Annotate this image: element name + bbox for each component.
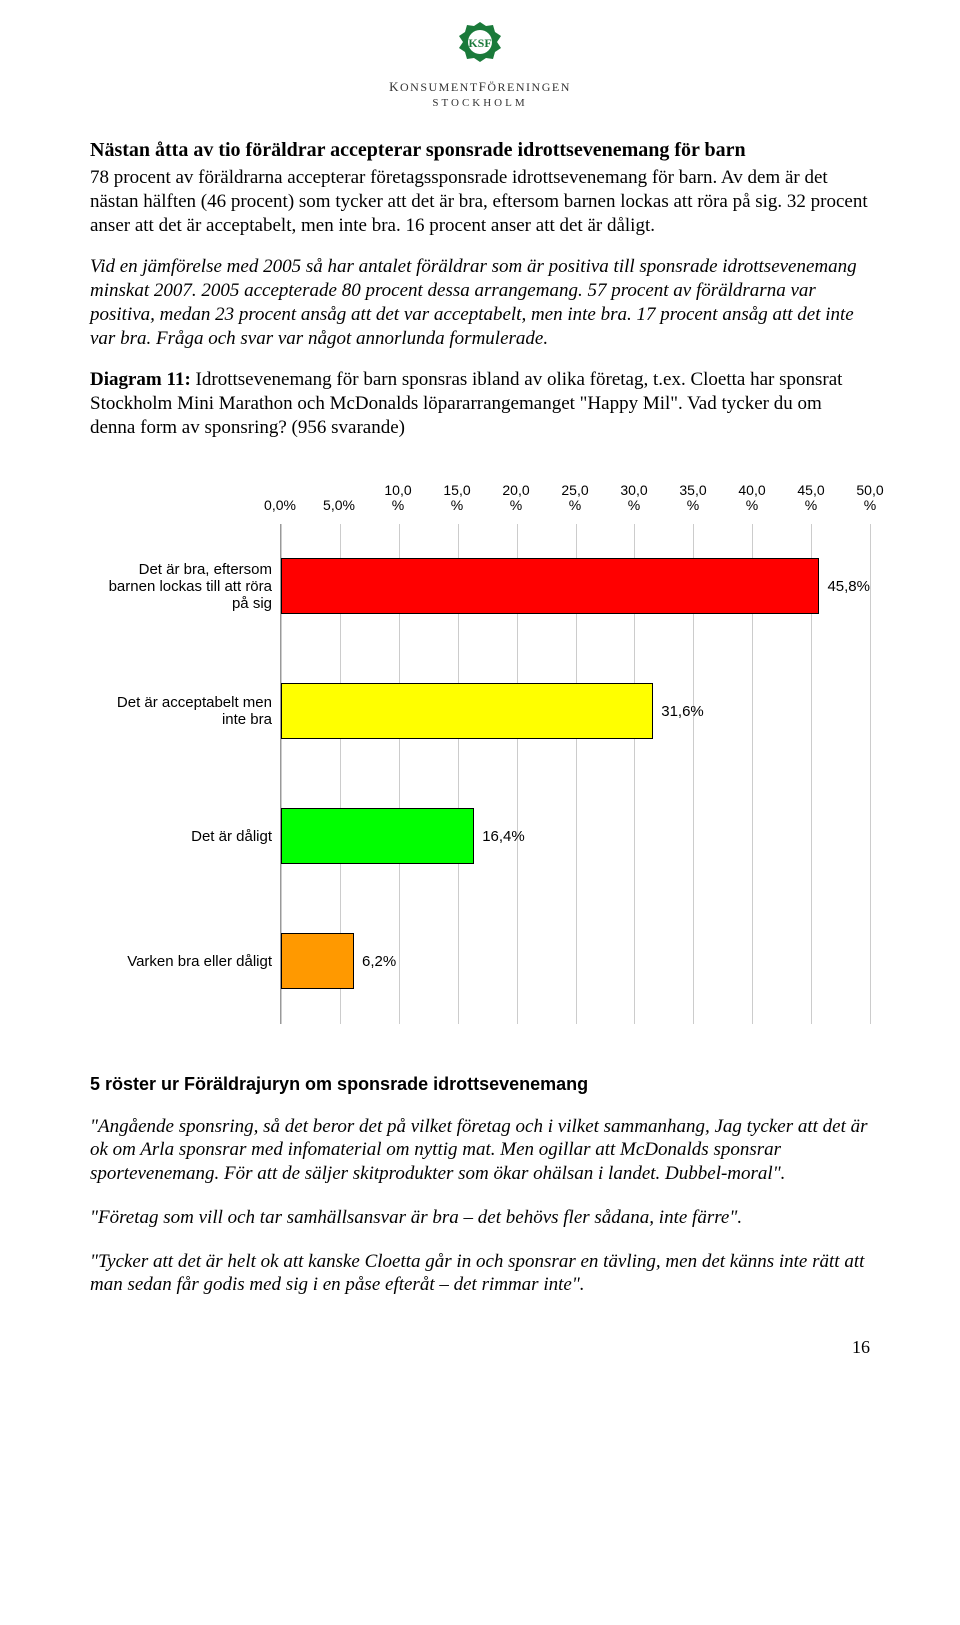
bar bbox=[281, 808, 474, 864]
logo-mid1: ONSUMENT bbox=[400, 80, 479, 94]
svg-text:KSF: KSF bbox=[468, 36, 491, 50]
bar-label: Det är acceptabelt men inte bra bbox=[90, 649, 272, 774]
x-tick-label: 40,0% bbox=[738, 483, 765, 514]
quote-2: "Företag som vill och tar samhällsansvar… bbox=[90, 1206, 870, 1230]
chart: 0,0% 5,0% 10,0% 15,0% 20,0% 25,0% 30,0% 35,0% 40… bbox=[90, 464, 870, 1024]
x-tick-label: 0,0% bbox=[264, 498, 296, 513]
x-tick-label: 50,0% bbox=[856, 483, 883, 514]
logo-text-line2: STOCKHOLM bbox=[90, 97, 870, 109]
bar-label: Det är dåligt bbox=[90, 774, 272, 899]
x-tick-label: 20,0% bbox=[502, 483, 529, 514]
bar bbox=[281, 683, 653, 739]
bar-row: 6,2% bbox=[281, 899, 870, 1024]
quote-3: "Tycker att det är helt ok att kanske Cl… bbox=[90, 1250, 870, 1298]
chart-y-labels: Det är bra, eftersom barnen lockas till … bbox=[90, 524, 280, 1024]
diagram-caption-body: Idrottsevenemang för barn sponsras iblan… bbox=[90, 369, 842, 438]
logo-text-line1: KONSUMENTFÖRENINGEN bbox=[90, 79, 870, 95]
logo-mid2: ÖRENINGEN bbox=[487, 80, 571, 94]
subheading: 5 röster ur Föräldrajuryn om sponsrade i… bbox=[90, 1074, 870, 1095]
chart-x-axis: 0,0% 5,0% 10,0% 15,0% 20,0% 25,0% 30,0% 35,0% 40… bbox=[90, 464, 870, 524]
page: KSF KONSUMENTFÖRENINGEN STOCKHOLM Nästan… bbox=[0, 0, 960, 1398]
bar-value-label: 16,4% bbox=[482, 828, 525, 845]
x-tick-label: 5,0% bbox=[323, 498, 355, 513]
x-tick-label: 10,0% bbox=[384, 483, 411, 514]
page-number: 16 bbox=[90, 1337, 870, 1358]
bar-row: 16,4% bbox=[281, 774, 870, 899]
diagram-caption-prefix: Diagram 11: bbox=[90, 369, 191, 390]
paragraph-2: Vid en jämförelse med 2005 så har antale… bbox=[90, 255, 870, 350]
bar-label: Det är bra, eftersom barnen lockas till … bbox=[90, 524, 272, 649]
quote-1: "Angående sponsring, så det beror det på… bbox=[90, 1115, 870, 1186]
section-title: Nästan åtta av tio föräldrar accepterar … bbox=[90, 139, 870, 162]
bar-value-label: 6,2% bbox=[362, 953, 396, 970]
bar bbox=[281, 933, 354, 989]
bar-row: 31,6% bbox=[281, 649, 870, 774]
x-tick-label: 25,0% bbox=[561, 483, 588, 514]
paragraph-1: 78 procent av föräldrarna accepterar för… bbox=[90, 166, 870, 237]
bar-row: 45,8% bbox=[281, 524, 870, 649]
chart-plot: 45,8% 31,6% 16,4% 6,2% bbox=[280, 524, 870, 1024]
logo: KSF KONSUMENTFÖRENINGEN STOCKHOLM bbox=[90, 20, 870, 109]
bar-label: Varken bra eller dåligt bbox=[90, 899, 272, 1024]
bar bbox=[281, 558, 819, 614]
logo-letter: K bbox=[389, 79, 400, 94]
x-tick-label: 30,0% bbox=[620, 483, 647, 514]
bar-value-label: 31,6% bbox=[661, 703, 704, 720]
x-tick-label: 35,0% bbox=[679, 483, 706, 514]
x-tick-label: 15,0% bbox=[443, 483, 470, 514]
x-tick-label: 45,0% bbox=[797, 483, 824, 514]
diagram-caption: Diagram 11: Idrottsevenemang för barn sp… bbox=[90, 368, 870, 439]
bar-value-label: 45,8% bbox=[827, 578, 870, 595]
logo-crest-icon: KSF bbox=[453, 20, 507, 75]
